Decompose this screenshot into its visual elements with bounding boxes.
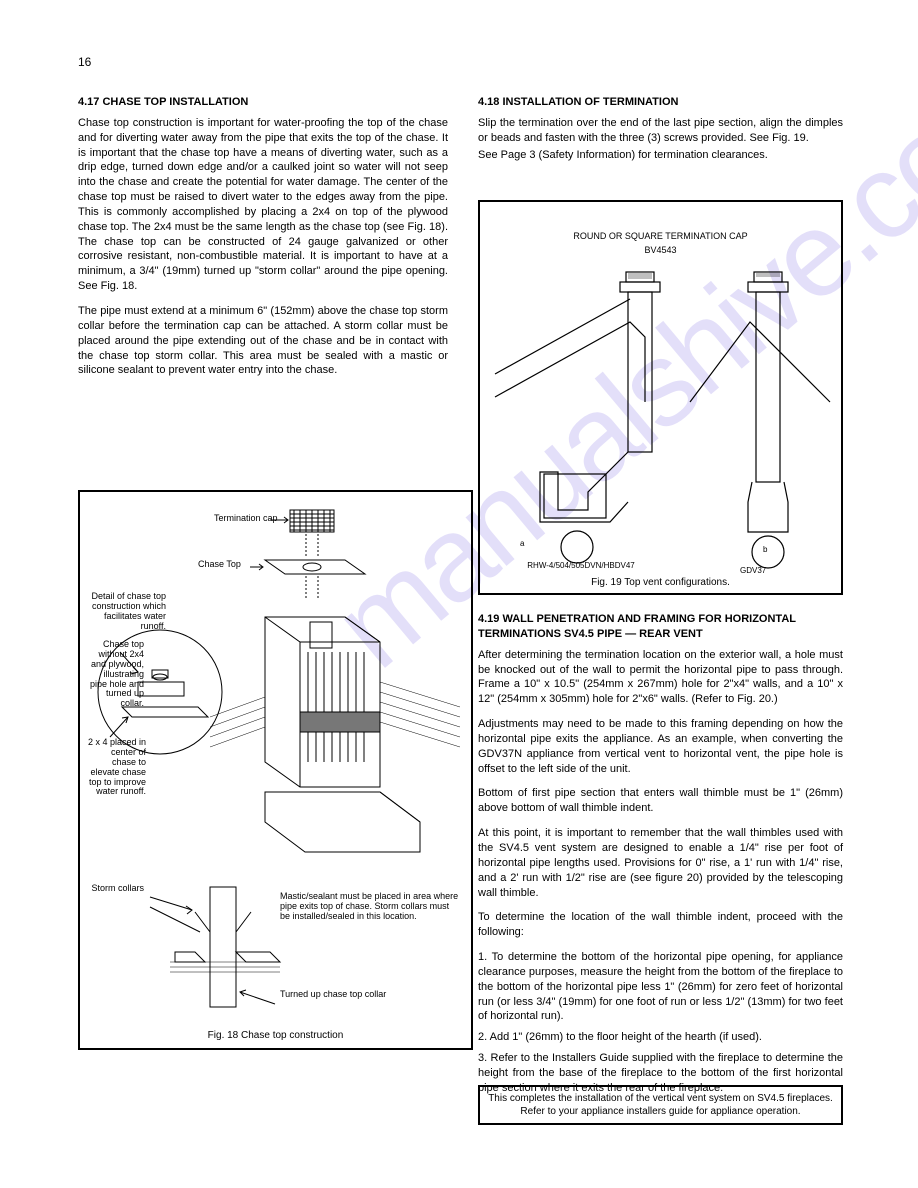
section-419-heading: 4.19 WALL PENETRATION AND FRAMING FOR HO… — [478, 612, 843, 642]
fig19-caption: Fig. 19 Top vent configurations. — [480, 576, 841, 590]
fig18-ann-stormcollar: Storm collars — [86, 884, 144, 894]
section-419-para5: To determine the location of the wall th… — [478, 910, 843, 940]
fig18-ann-cap: Termination cap — [214, 514, 278, 524]
figure-19: ROUND OR SQUARE TERMINATION CAP BV4543 a… — [478, 200, 843, 595]
section-419-item2: 2. Add 1" (26mm) to the floor height of … — [478, 1030, 843, 1045]
section-418-heading: 4.18 INSTALLATION OF TERMINATION — [478, 95, 843, 110]
completion-note-text: This completes the installation of the v… — [486, 1092, 835, 1119]
section-419-para1: After determining the termination locati… — [478, 648, 843, 707]
fig18-ann-2x4: 2 x 4 placed in center of chase to eleva… — [86, 738, 146, 797]
fig18-ann-sealant: Mastic/sealant must be placed in area wh… — [280, 892, 460, 922]
section-419-para4: At this point, it is important to rememb… — [478, 826, 843, 900]
section-418-para2: See Page 3 (Safety Information) for term… — [478, 148, 843, 163]
section-418-para1: Slip the termination over the end of the… — [478, 116, 843, 146]
fig19-top-caption: ROUND OR SQUARE TERMINATION CAP — [480, 232, 841, 242]
fig18-caption: Fig. 18 Chase top construction — [80, 1029, 471, 1043]
section-417-para1: Chase top construction is important for … — [78, 116, 448, 294]
section-419-item1: 1. To determine the bottom of the horizo… — [478, 950, 843, 1024]
figure-18: Termination cap Chase Top Detail of chas… — [78, 490, 473, 1050]
fig19-label-b: b — [763, 546, 767, 555]
section-419-para2: Adjustments may need to be made to this … — [478, 717, 843, 776]
fig18-ann-turnedup: Turned up chase top collar — [280, 990, 390, 1000]
section-419-para3: Bottom of first pipe section that enters… — [478, 786, 843, 816]
fig19-model-b: GDV37 — [740, 567, 766, 576]
left-column: 4.17 CHASE TOP INSTALLATION Chase top co… — [78, 95, 448, 388]
fig18-ann-chasetop: Chase Top — [198, 560, 241, 570]
section-417-para2: The pipe must extend at a minimum 6" (15… — [78, 304, 448, 378]
right-column-top: 4.18 INSTALLATION OF TERMINATION Slip th… — [478, 95, 843, 172]
fig18-ann-detail: Detail of chase top construction which f… — [86, 592, 166, 632]
figure-19-drawing — [480, 202, 845, 597]
fig18-ann-plywood: Chase top without 2x4 and plywood, illus… — [86, 640, 144, 709]
fig19-bv4543: BV4543 — [480, 246, 841, 256]
fig19-label-a: a — [520, 540, 524, 549]
completion-note-box: This completes the installation of the v… — [478, 1085, 843, 1125]
section-417-heading: 4.17 CHASE TOP INSTALLATION — [78, 95, 448, 110]
page-number: 16 — [78, 54, 91, 70]
fig19-model-a: RHW-4/504/505DVN/HBDV47 — [516, 562, 646, 571]
right-column-lower: 4.19 WALL PENETRATION AND FRAMING FOR HO… — [478, 612, 843, 1102]
